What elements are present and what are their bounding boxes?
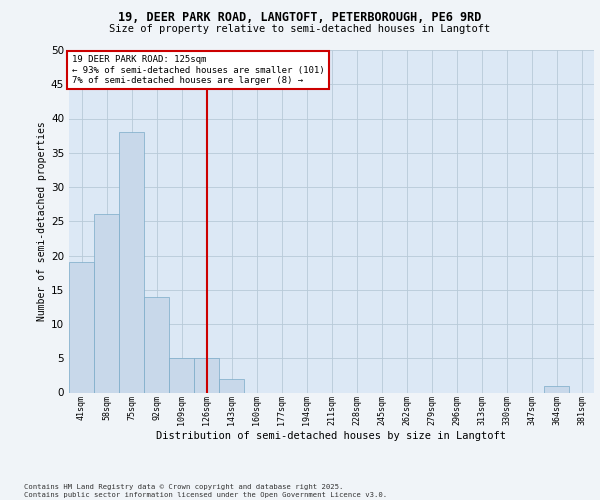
Text: 19 DEER PARK ROAD: 125sqm
← 93% of semi-detached houses are smaller (101)
7% of : 19 DEER PARK ROAD: 125sqm ← 93% of semi-… <box>71 55 324 85</box>
Bar <box>119 132 144 392</box>
X-axis label: Distribution of semi-detached houses by size in Langtoft: Distribution of semi-detached houses by … <box>157 431 506 441</box>
Bar <box>94 214 119 392</box>
Bar <box>219 379 244 392</box>
Bar <box>194 358 219 392</box>
Text: Size of property relative to semi-detached houses in Langtoft: Size of property relative to semi-detach… <box>109 24 491 34</box>
Bar <box>69 262 94 392</box>
Bar <box>169 358 194 392</box>
Bar <box>144 296 169 392</box>
Text: 19, DEER PARK ROAD, LANGTOFT, PETERBOROUGH, PE6 9RD: 19, DEER PARK ROAD, LANGTOFT, PETERBOROU… <box>118 11 482 24</box>
Text: Contains HM Land Registry data © Crown copyright and database right 2025.
Contai: Contains HM Land Registry data © Crown c… <box>24 484 387 498</box>
Bar <box>544 386 569 392</box>
Y-axis label: Number of semi-detached properties: Number of semi-detached properties <box>37 122 47 321</box>
